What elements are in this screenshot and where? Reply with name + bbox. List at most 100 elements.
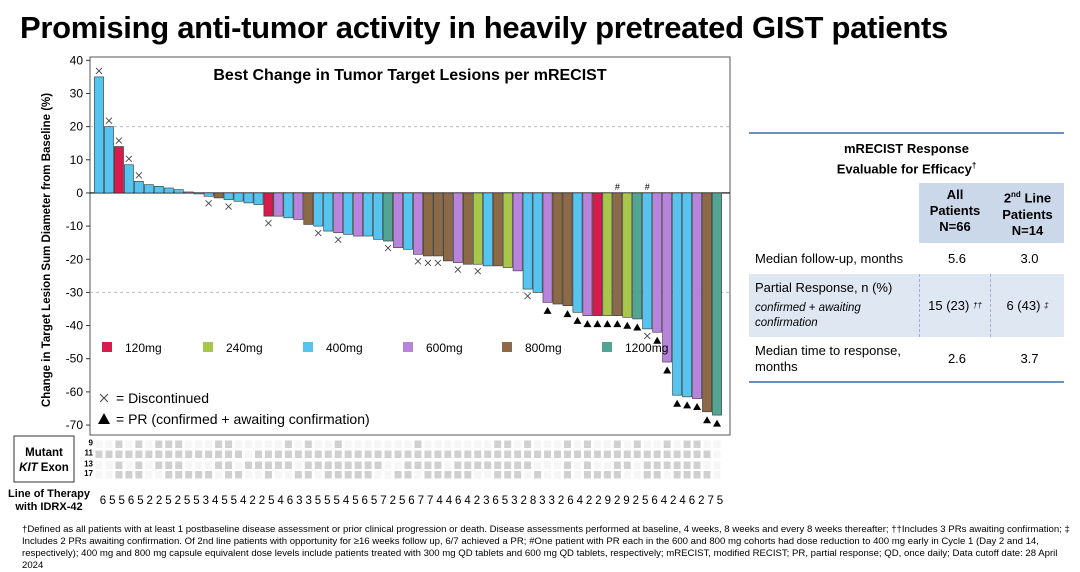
pr-2nd-value: 6 (43) — [1006, 297, 1041, 313]
table-header-row: All Patients N=66 2nd Line Patients N=14 — [749, 183, 1064, 243]
bar — [403, 192, 413, 250]
mutation-cell — [245, 461, 253, 469]
line-of-therapy-value: 2 — [595, 495, 601, 507]
pr-marker — [573, 316, 582, 324]
mutation-cell — [314, 440, 322, 448]
discontinued-marker — [454, 266, 462, 273]
header-2nd-line: 2nd Line Patients N=14 — [991, 183, 1064, 243]
discontinued-stroke — [265, 219, 272, 227]
mutation-cell — [225, 461, 233, 469]
line-of-therapy-value: 8 — [530, 495, 536, 507]
mutation-cell — [105, 471, 113, 479]
discontinued-stroke — [454, 266, 462, 273]
mutation-cell — [484, 471, 492, 479]
pr-marker — [693, 403, 702, 411]
bar — [373, 192, 383, 240]
mutation-cell — [524, 471, 532, 479]
mutation-cell — [294, 471, 302, 479]
bar — [652, 192, 663, 333]
discontinued-marker — [115, 137, 123, 144]
table-title-mark: † — [971, 161, 977, 170]
line-of-therapy-value: 6 — [362, 495, 368, 507]
mutation-cell — [563, 471, 571, 479]
mutation-cell — [264, 450, 272, 458]
pr-marker — [703, 416, 712, 424]
mutation-cell — [703, 450, 711, 458]
pr-marker — [663, 366, 672, 374]
pr-marker — [653, 336, 662, 344]
legend-swatch — [203, 342, 213, 352]
mutation-cell — [235, 461, 243, 469]
mutation-cell — [643, 471, 651, 479]
mutation-cell — [544, 450, 552, 458]
legend-swatch — [303, 342, 313, 352]
mutation-cell — [573, 461, 581, 469]
mutation-cell — [384, 471, 392, 479]
response-table: mRECIST Response Evaluable for Efficacy†… — [749, 132, 1064, 383]
line-of-therapy-value: 4 — [240, 495, 247, 507]
mutation-cell — [464, 461, 472, 469]
mutation-cell — [603, 461, 611, 469]
mutation-cell — [314, 461, 322, 469]
mutation-cell — [284, 440, 292, 448]
bar — [562, 192, 573, 306]
mutation-cell — [703, 471, 711, 479]
mutation-cell — [195, 440, 203, 448]
line-of-therapy-value: 4 — [464, 495, 471, 507]
mutation-cell — [374, 461, 382, 469]
legend-swatch — [403, 342, 413, 352]
y-tick-label: 20 — [70, 120, 84, 134]
mutation-cell — [354, 450, 362, 458]
mutation-cell — [274, 450, 282, 458]
discontinued-marker — [474, 267, 482, 275]
row-value-2nd: 3.0 — [1020, 250, 1039, 266]
line-of-therapy-value: 7 — [380, 495, 386, 507]
line-of-therapy-value: 4 — [679, 495, 686, 507]
line-of-therapy-value: 6 — [287, 495, 293, 507]
line-of-therapy-value: 4 — [436, 495, 443, 507]
mutation-cell — [534, 440, 542, 448]
mutation-cell — [235, 440, 243, 448]
legend-swatch — [102, 342, 112, 352]
mutation-cell — [424, 471, 432, 479]
mutation-cell — [324, 440, 332, 448]
mutation-cell — [613, 450, 621, 458]
mutation-cell — [145, 471, 153, 479]
bar — [193, 192, 204, 195]
mutation-cell — [95, 471, 103, 479]
mutation-cell — [175, 440, 183, 448]
mutation-cell — [514, 461, 522, 469]
line-of-therapy-value: 5 — [268, 495, 274, 507]
mutation-cell — [165, 440, 173, 448]
mutation-cell — [404, 471, 412, 479]
bar — [632, 192, 643, 320]
line-of-therapy-value: 5 — [642, 495, 648, 507]
mutation-cell — [205, 450, 213, 458]
line-of-therapy-value: 7 — [707, 495, 713, 507]
bar — [502, 192, 513, 268]
line-of-therapy-value: 5 — [118, 495, 124, 507]
mutation-cell — [145, 450, 153, 458]
mutation-cell — [583, 440, 591, 448]
mutation-cell — [673, 471, 681, 479]
mutation-cell — [713, 471, 721, 479]
bar — [133, 181, 144, 194]
bar — [243, 192, 254, 204]
y-tick-label: -20 — [66, 252, 84, 266]
mutation-cell — [504, 450, 512, 458]
mutation-cell — [264, 471, 272, 479]
mutation-cell — [563, 461, 571, 469]
mutation-cell — [613, 440, 621, 448]
mutation-cell — [703, 461, 711, 469]
table-row: Median follow-up, months 5.6 3.0 — [749, 243, 1064, 274]
line-of-therapy-value: 5 — [231, 495, 237, 507]
legend-discontinued-marker — [99, 393, 109, 403]
mutation-cell — [105, 450, 113, 458]
discontinued-marker — [225, 203, 232, 210]
mutation-cell — [464, 440, 472, 448]
pr-2nd-mark: ‡ — [1044, 300, 1049, 310]
bar — [124, 164, 134, 194]
discontinued-marker — [314, 229, 322, 237]
line-of-therapy-value: 5 — [334, 495, 340, 507]
h2l1c: Line — [1020, 190, 1052, 206]
